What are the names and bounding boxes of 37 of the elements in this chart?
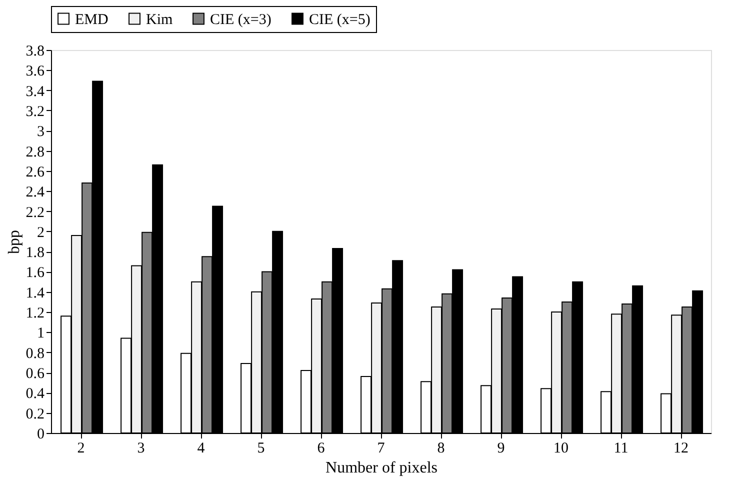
y-axis-title: bpp — [6, 230, 23, 254]
x-tick-label: 4 — [197, 440, 206, 456]
x-tick-label: 10 — [554, 440, 568, 456]
y-tick-label: 1.4 — [26, 285, 45, 302]
y-tick-label: 0.2 — [26, 406, 44, 422]
y-tick-label: 3.2 — [26, 104, 44, 120]
y-tick-label: 2.2 — [26, 204, 44, 221]
y-tick-label: 1.2 — [26, 306, 44, 322]
legend-label: CIE (x=3) — [210, 12, 272, 28]
legend-label: EMD — [75, 12, 108, 28]
legend-label: CIE (x=5) — [309, 12, 370, 28]
y-tick-label: 1.6 — [26, 265, 45, 282]
x-tick-label: 6 — [317, 440, 326, 456]
x-axis-title: Number of pixels — [326, 460, 438, 476]
y-tick-label: 3.4 — [26, 84, 45, 100]
x-tick-label: 11 — [614, 440, 628, 456]
y-tick-label: 0.8 — [26, 346, 44, 362]
y-tick-label: 1.8 — [26, 245, 44, 262]
x-tick-label: 8 — [437, 440, 445, 456]
y-tick-label: 2.6 — [26, 164, 45, 180]
y-tick-label: 0.6 — [26, 366, 45, 382]
x-tick-label: 3 — [137, 440, 145, 456]
y-tick-label: 0 — [37, 426, 44, 442]
x-tick-label: 5 — [257, 440, 265, 456]
y-tick-label: 3.6 — [26, 64, 45, 80]
x-tick-label: 7 — [377, 440, 386, 456]
x-tick-label: 2 — [77, 440, 85, 456]
y-tick-label: 0.4 — [26, 386, 45, 402]
y-tick-label: 3 — [37, 124, 44, 140]
x-tick-label: 9 — [497, 440, 505, 456]
y-tick-label: 2.8 — [26, 144, 44, 160]
y-tick-label: 3.8 — [26, 44, 44, 60]
legend-label: Kim — [146, 12, 173, 28]
x-tick-label: 12 — [674, 440, 688, 456]
y-tick-label: 1 — [37, 326, 44, 342]
y-tick-label: 2.4 — [26, 184, 45, 201]
y-tick-label: 2 — [37, 224, 44, 241]
